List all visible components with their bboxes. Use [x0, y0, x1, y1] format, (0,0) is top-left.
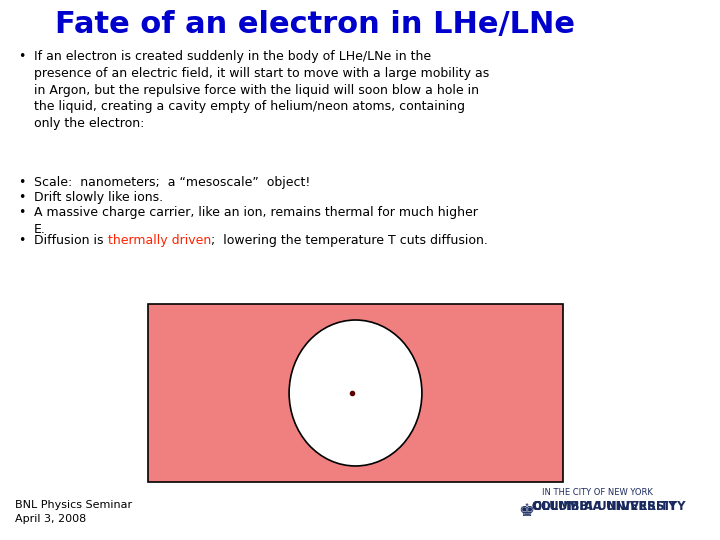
- Text: C: C: [532, 500, 541, 513]
- Text: •: •: [18, 191, 25, 204]
- Text: •: •: [18, 50, 25, 63]
- Text: ♚: ♚: [518, 502, 534, 520]
- Text: BNL Physics Seminar
April 3, 2008: BNL Physics Seminar April 3, 2008: [15, 500, 132, 524]
- Text: Fate of an electron in LHe/LNe: Fate of an electron in LHe/LNe: [55, 10, 575, 39]
- Text: If an electron is created suddenly in the body of LHe/LNe in the
presence of an : If an electron is created suddenly in th…: [34, 50, 490, 130]
- Bar: [148, 304, 563, 482]
- Text: •: •: [18, 206, 25, 219]
- Text: A massive charge carrier, like an ion, remains thermal for much higher
E.: A massive charge carrier, like an ion, r…: [34, 206, 478, 236]
- Text: COLUMBIA UNIVERSITY: COLUMBIA UNIVERSITY: [532, 500, 685, 513]
- Text: OLUMBIA UNIVERSITY: OLUMBIA UNIVERSITY: [532, 500, 677, 513]
- Ellipse shape: [289, 320, 422, 466]
- Text: thermally driven: thermally driven: [107, 234, 211, 247]
- Text: Scale:  nanometers;  a “mesoscale”  object!: Scale: nanometers; a “mesoscale” object!: [34, 176, 310, 189]
- Text: Diffusion is: Diffusion is: [34, 234, 107, 247]
- Text: •: •: [18, 176, 25, 189]
- Text: Drift slowly like ions.: Drift slowly like ions.: [34, 191, 163, 204]
- Text: ;  lowering the temperature T cuts diffusion.: ; lowering the temperature T cuts diffus…: [211, 234, 487, 247]
- Text: •: •: [18, 234, 25, 247]
- Text: IN THE CITY OF NEW YORK: IN THE CITY OF NEW YORK: [542, 488, 653, 497]
